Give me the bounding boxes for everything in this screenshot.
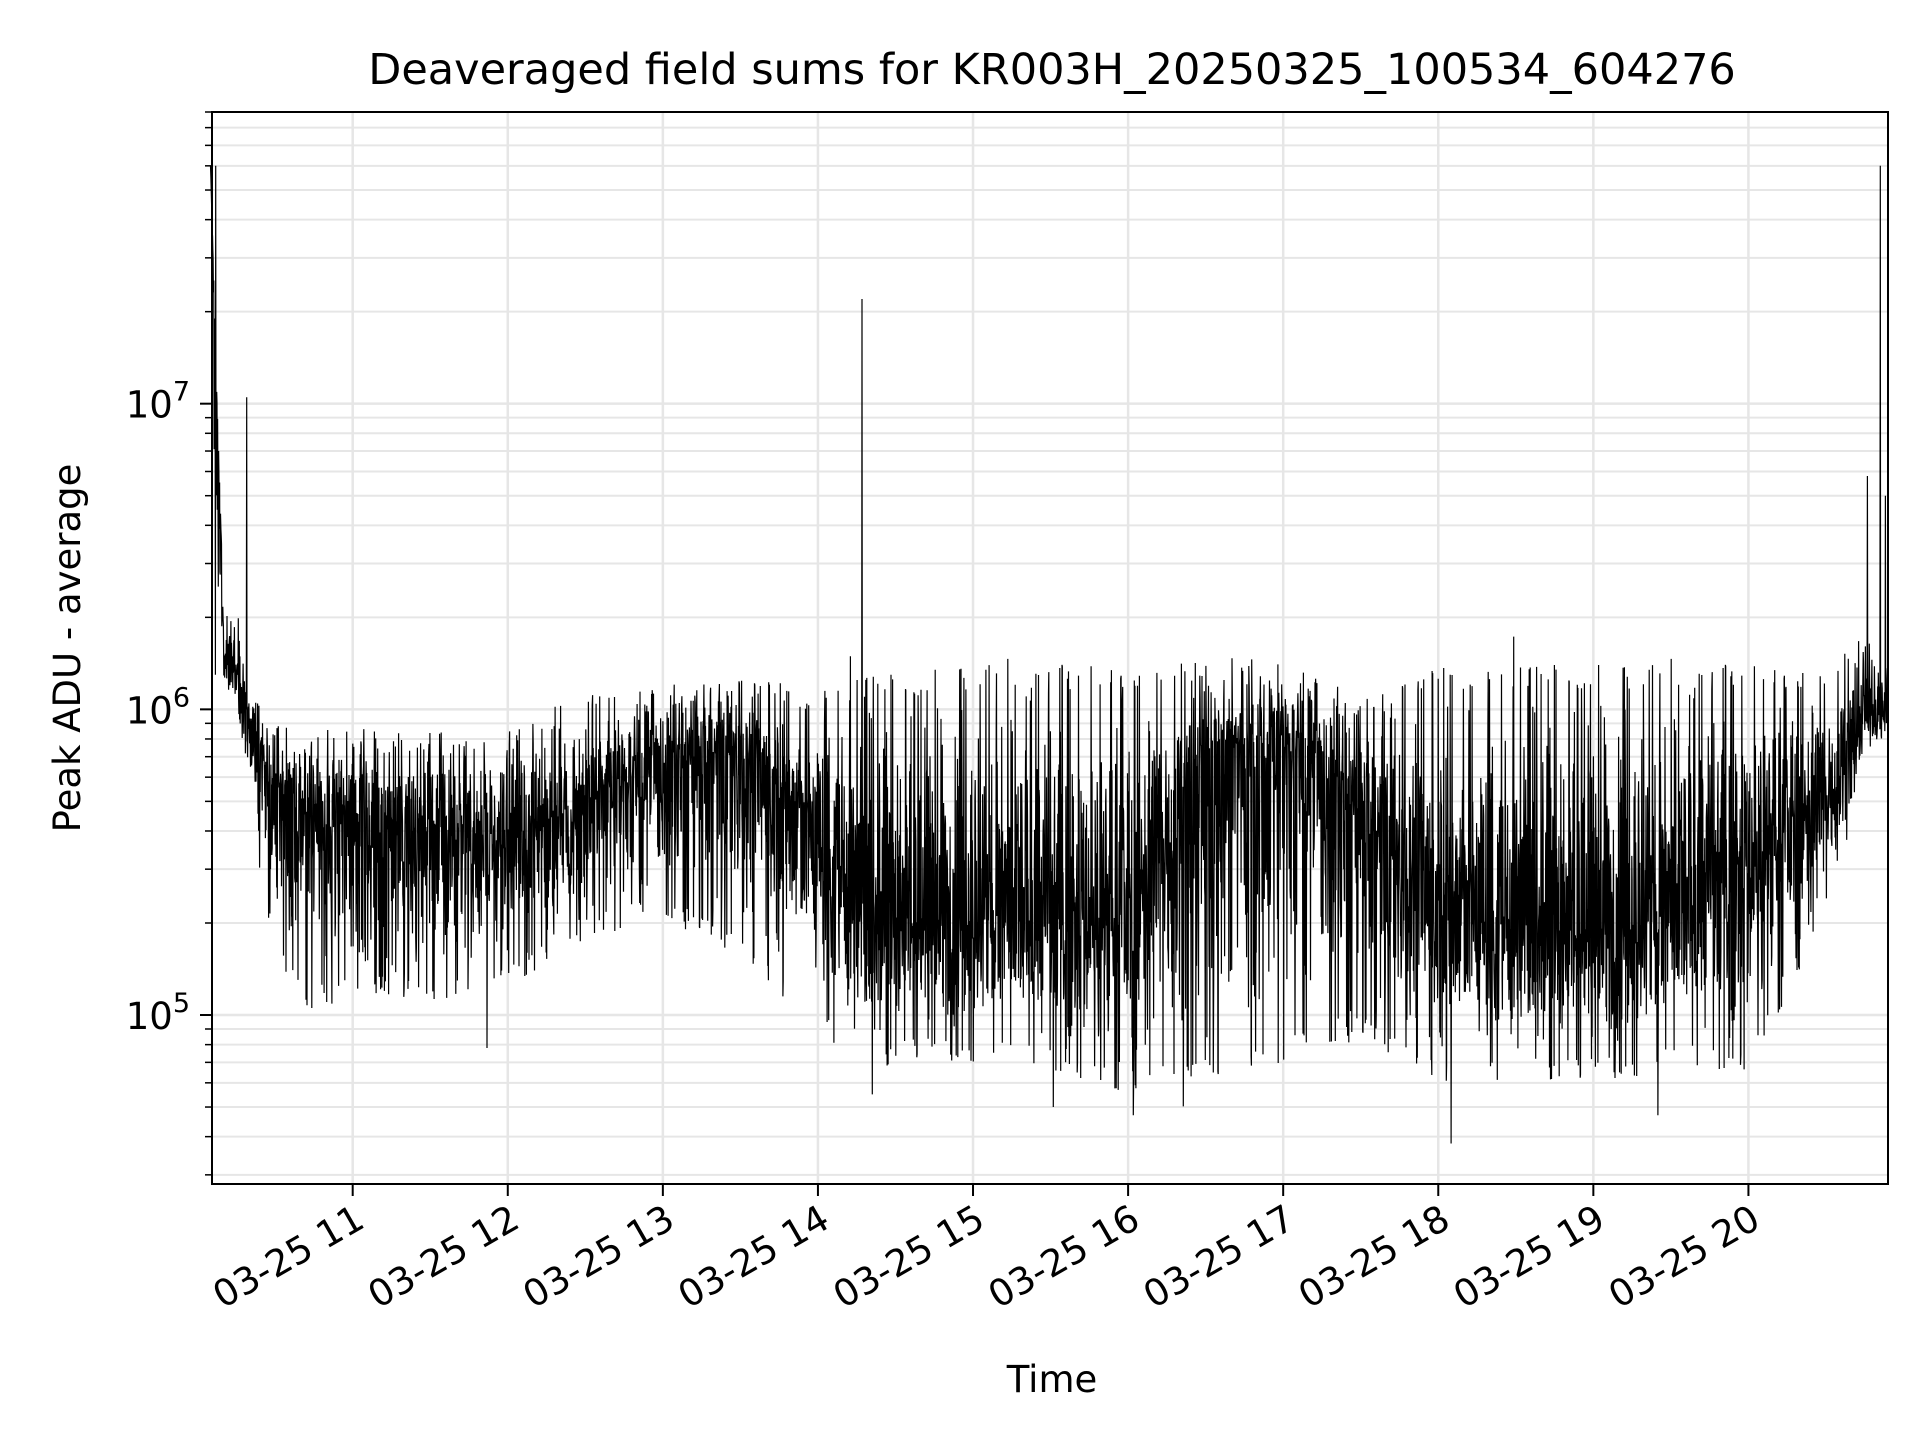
series-line xyxy=(209,165,1889,1144)
series-path xyxy=(209,165,1889,1144)
y-axis-label: Peak ADU - average xyxy=(46,464,89,833)
x-axis-label: Time xyxy=(1006,1358,1098,1401)
plot-frame xyxy=(211,111,1889,1185)
y-tick-label: 105 xyxy=(126,988,190,1038)
y-tick-label: 107 xyxy=(126,377,190,427)
chart-title: Deaveraged field sums for KR003H_2025032… xyxy=(368,45,1736,95)
y-tick-label: 106 xyxy=(126,682,190,732)
